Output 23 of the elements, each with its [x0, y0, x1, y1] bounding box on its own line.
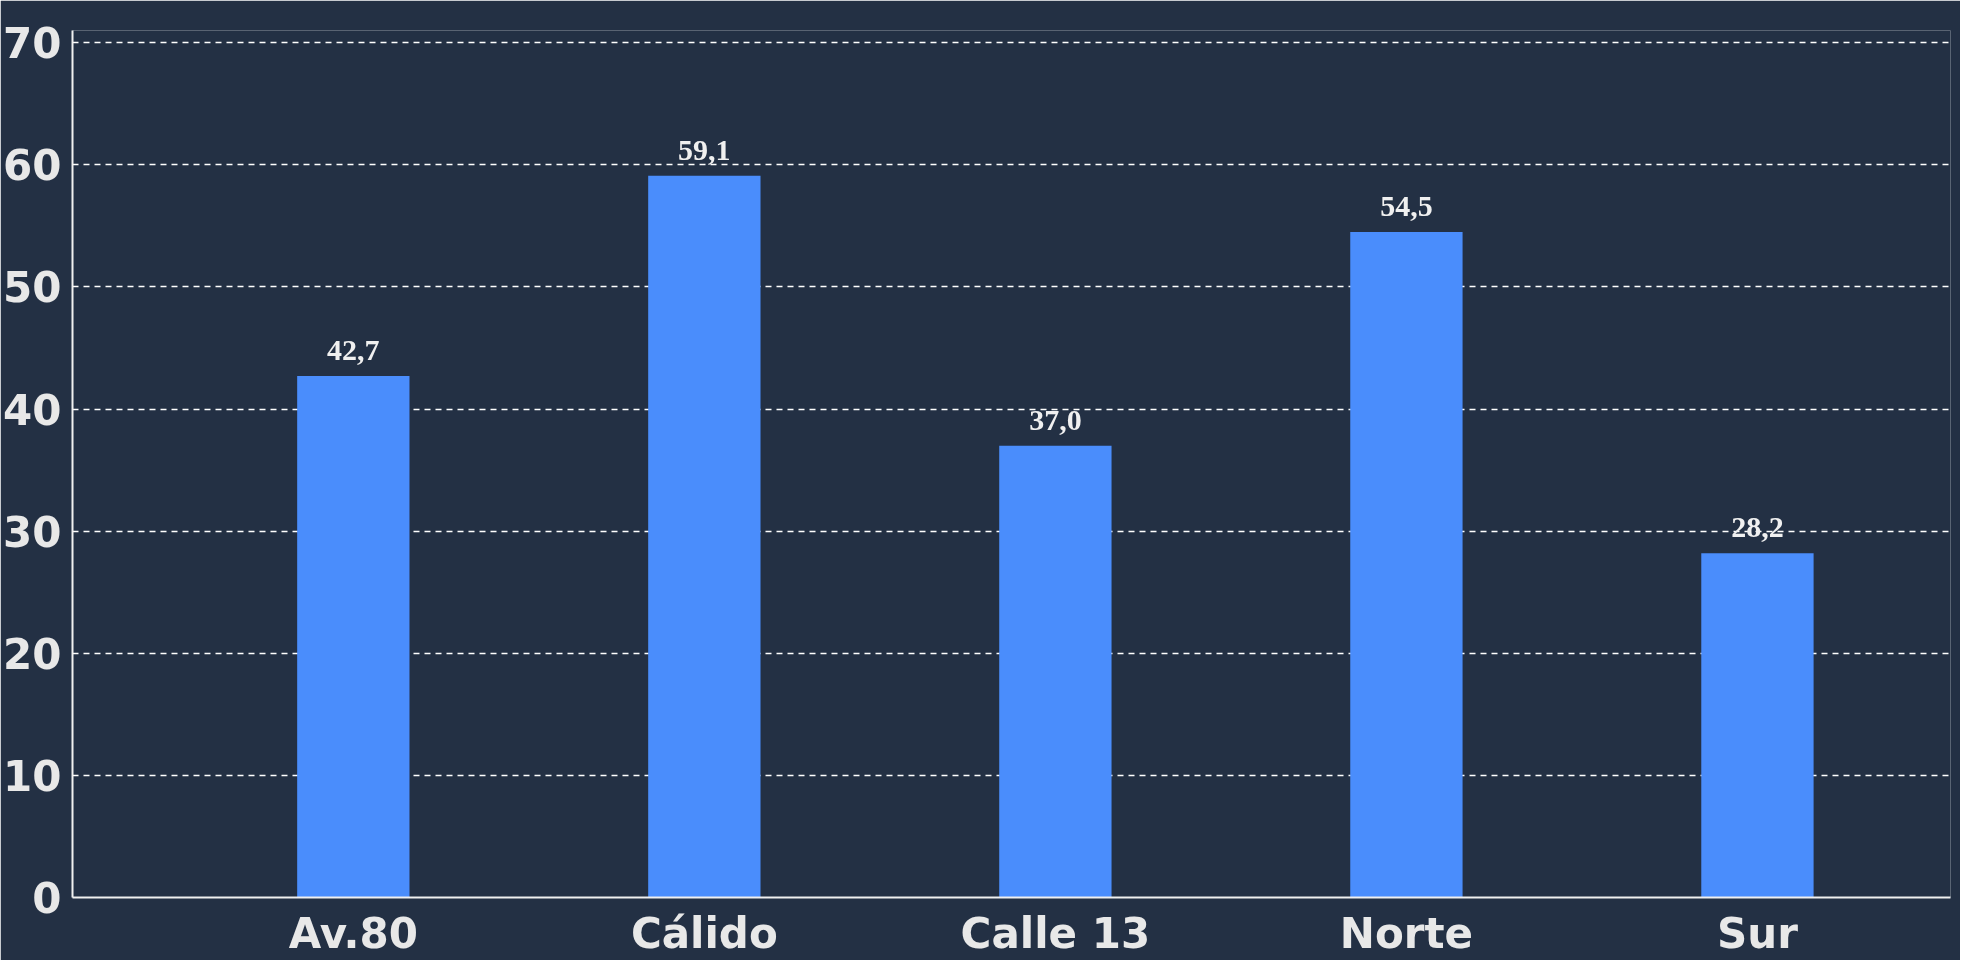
- bar: [1701, 553, 1814, 898]
- y-tick-label: 50: [3, 263, 62, 313]
- y-tick-label: 20: [3, 629, 62, 679]
- y-tick-label: 30: [3, 507, 62, 557]
- data-label: 42,7: [327, 333, 380, 367]
- bar: [999, 445, 1112, 898]
- data-label: 28,2: [1731, 510, 1784, 544]
- x-tick-label: Norte: [1339, 908, 1474, 958]
- bar: [297, 376, 410, 898]
- y-tick-label: 70: [3, 19, 62, 69]
- y-tick-label: 40: [3, 385, 62, 435]
- x-tick-label: Av.80: [288, 908, 419, 958]
- bar: [648, 175, 761, 898]
- x-tick-label: Cálido: [630, 908, 778, 958]
- y-tick-label: 10: [3, 751, 62, 801]
- x-tick-label: Sur: [1717, 908, 1799, 958]
- data-label: 54,5: [1380, 188, 1433, 222]
- y-tick-label: 0: [32, 874, 62, 923]
- bar: [1350, 231, 1463, 898]
- x-tick-label: Calle 13: [960, 908, 1151, 958]
- y-tick-label: 60: [3, 141, 62, 191]
- data-label: 37,0: [1029, 402, 1082, 436]
- data-label: 59,1: [678, 132, 731, 166]
